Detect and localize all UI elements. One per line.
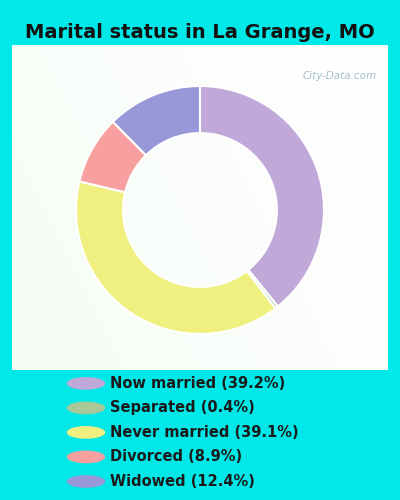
Circle shape	[67, 475, 105, 488]
Text: Now married (39.2%): Now married (39.2%)	[110, 376, 285, 391]
Text: Widowed (12.4%): Widowed (12.4%)	[110, 474, 255, 489]
Circle shape	[67, 426, 105, 439]
Text: Divorced (8.9%): Divorced (8.9%)	[110, 450, 242, 464]
Circle shape	[67, 377, 105, 390]
Text: Separated (0.4%): Separated (0.4%)	[110, 400, 255, 415]
Circle shape	[67, 450, 105, 464]
Wedge shape	[79, 122, 146, 192]
Wedge shape	[76, 182, 275, 334]
Wedge shape	[200, 86, 324, 306]
Circle shape	[67, 402, 105, 414]
Text: Never married (39.1%): Never married (39.1%)	[110, 425, 299, 440]
Text: Marital status in La Grange, MO: Marital status in La Grange, MO	[25, 22, 375, 42]
Wedge shape	[247, 270, 278, 308]
Text: City-Data.com: City-Data.com	[302, 71, 377, 81]
Wedge shape	[113, 86, 200, 156]
